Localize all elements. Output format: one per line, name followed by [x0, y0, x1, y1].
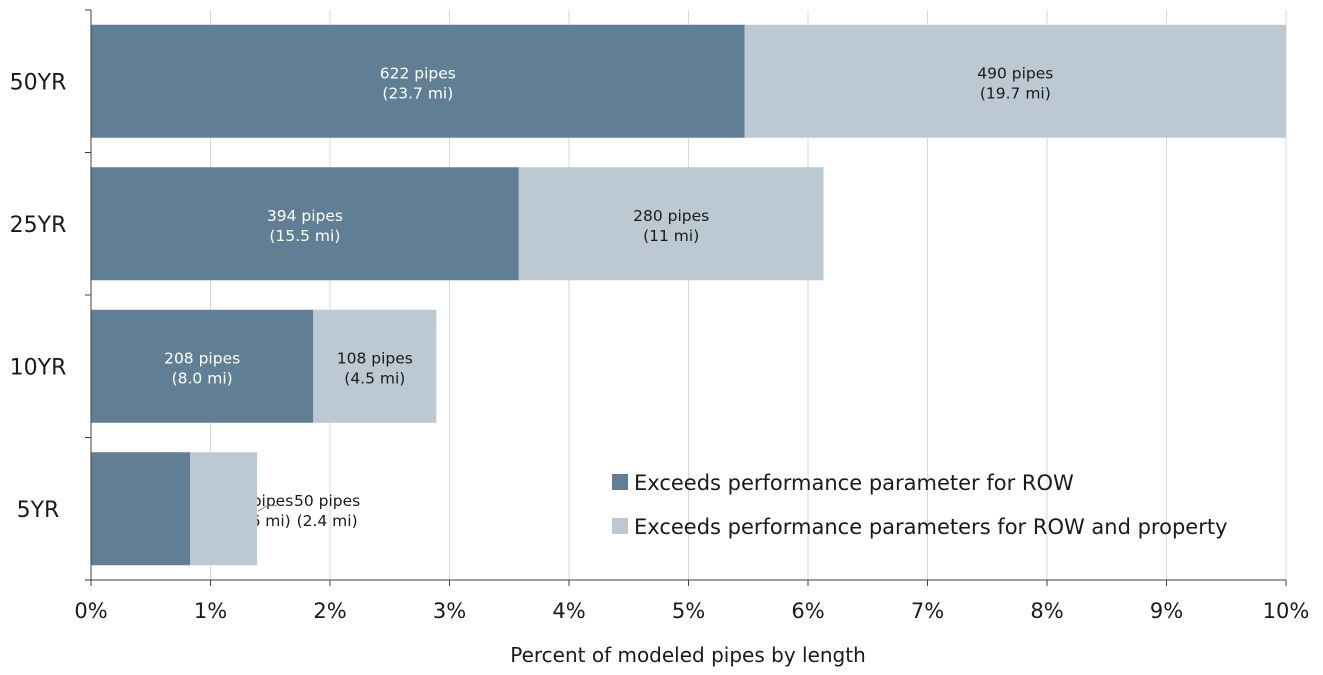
bar-label-count: 394 pipes — [267, 207, 343, 225]
bar-segment — [91, 24, 745, 138]
bar-label-length: (19.7 mi) — [980, 84, 1051, 102]
bar-segment — [518, 167, 824, 281]
bar-label-length: (8.0 mi) — [172, 369, 233, 387]
category-label: 5YR — [17, 498, 60, 523]
bar-label-length: (15.5 mi) — [269, 227, 340, 245]
bar-label-count: 208 pipes — [164, 349, 240, 367]
axes: 0% 1% 2% 3% 4% 5% 6% 7% 8% 9% 10% 50YR 25YR 10YR 5YR — [10, 9, 1310, 623]
legend-swatch — [612, 474, 628, 490]
bar-label-length: (11 mi) — [643, 227, 699, 245]
x-tick-label: 0% — [74, 599, 107, 623]
x-tick-label: 1% — [194, 599, 227, 623]
bar-segment — [91, 309, 314, 423]
category-label: 10YR — [10, 355, 67, 380]
bars: 622 pipes (23.7 mi) 490 pipes (19.7 mi) 394 … — [91, 24, 1286, 566]
x-tick-label: 10% — [1263, 599, 1310, 623]
bar-label-count: 622 pipes — [380, 64, 456, 82]
bar-label-length: (4.5 mi) — [344, 369, 405, 387]
legend: Exceeds performance parameter for ROW Exc… — [612, 471, 1228, 539]
x-tick-label: 4% — [552, 599, 585, 623]
leader-line — [257, 505, 278, 512]
bar-segment — [91, 452, 191, 566]
x-tick-label: 5% — [672, 599, 705, 623]
category-label: 50YR — [10, 70, 67, 95]
bar-label-count: 280 pipes — [633, 207, 709, 225]
x-tick-label: 3% — [433, 599, 466, 623]
bar-segment — [91, 167, 519, 281]
x-tick-label: 7% — [911, 599, 944, 623]
bar-label-count: 108 pipes — [337, 349, 413, 367]
x-tick-label: 9% — [1150, 599, 1183, 623]
legend-swatch — [612, 518, 628, 534]
bar-segment — [744, 24, 1286, 138]
x-axis-title: Percent of modeled pipes by length — [510, 643, 866, 667]
legend-label: Exceeds performance parameter for ROW — [634, 471, 1074, 495]
category-label: 25YR — [10, 213, 67, 238]
bar-segment — [313, 309, 437, 423]
bar-label-length: (2.4 mi) — [297, 512, 358, 530]
x-tick-label: 6% — [791, 599, 824, 623]
bar-label-length: (23.7 mi) — [382, 84, 453, 102]
x-tick-label: 8% — [1030, 599, 1063, 623]
bar-segment — [190, 452, 258, 566]
x-tick-label: 2% — [313, 599, 346, 623]
bar-label-count: 490 pipes — [977, 64, 1053, 82]
legend-label: Exceeds performance parameters for ROW a… — [634, 515, 1228, 539]
bar-label-count: 50 pipes — [294, 492, 360, 510]
